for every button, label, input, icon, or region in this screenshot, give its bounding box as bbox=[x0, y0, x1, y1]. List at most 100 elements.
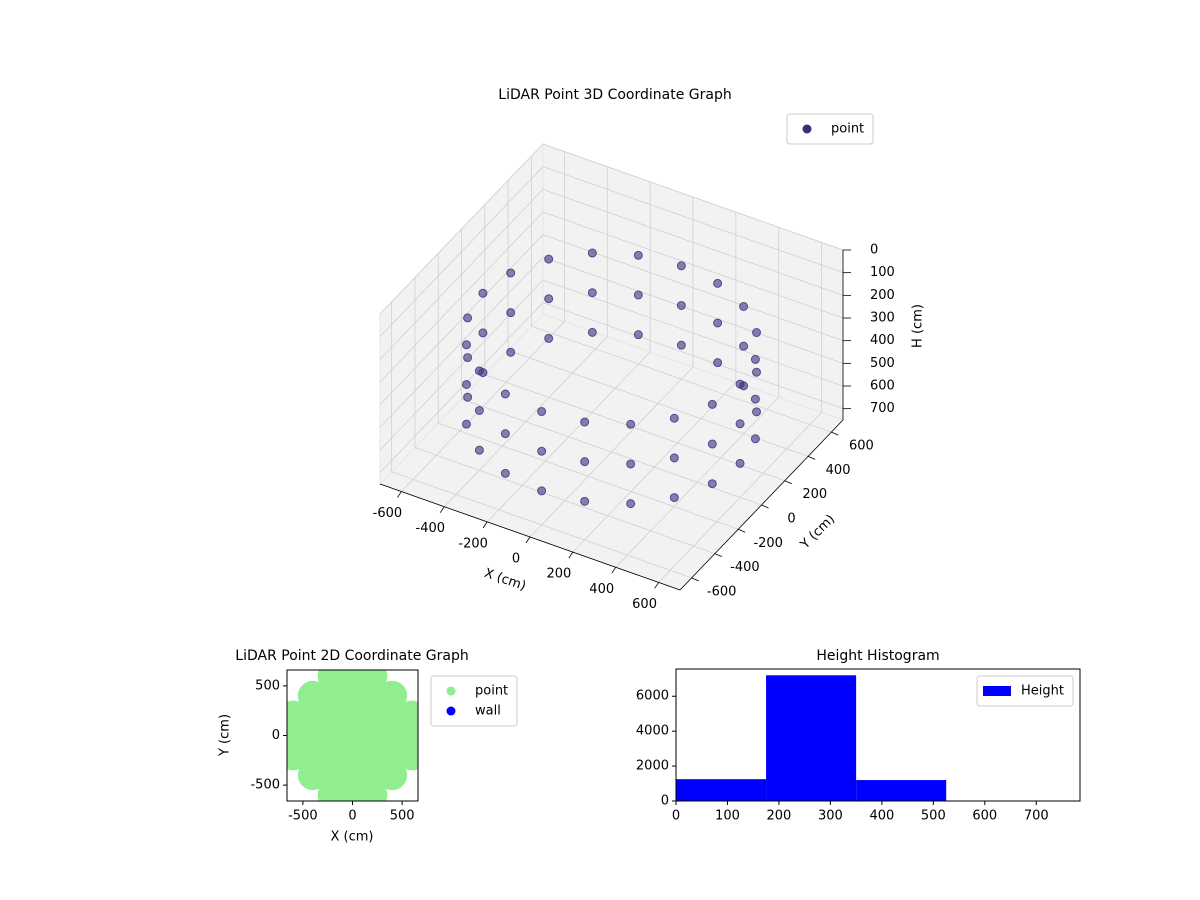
grid-line bbox=[542, 166, 844, 274]
z-tick-label: 0 bbox=[870, 243, 878, 258]
y-tick-label: -500 bbox=[250, 778, 280, 793]
tick-mark bbox=[439, 506, 445, 513]
grid-line bbox=[542, 143, 844, 251]
grid-line bbox=[484, 374, 785, 482]
point-marker bbox=[752, 367, 762, 377]
y-tick-label: 0 bbox=[272, 728, 280, 743]
point-marker bbox=[357, 670, 388, 691]
point-marker bbox=[750, 354, 760, 364]
point-marker bbox=[506, 347, 516, 357]
point-marker bbox=[676, 300, 686, 310]
y-tick-label: 200 bbox=[802, 487, 827, 502]
grid-line bbox=[379, 211, 544, 383]
chart-title: LiDAR Point 3D Coordinate Graph bbox=[498, 87, 731, 103]
legend-label: wall bbox=[475, 704, 501, 719]
point-marker bbox=[474, 405, 484, 415]
point-marker bbox=[587, 248, 597, 258]
point-marker bbox=[544, 333, 554, 343]
point-marker bbox=[463, 313, 473, 323]
grid-line bbox=[379, 234, 544, 405]
point-marker bbox=[580, 457, 590, 467]
y-tick-label: 2000 bbox=[636, 759, 669, 774]
z-axis-label: H (cm) bbox=[911, 304, 926, 348]
point-marker bbox=[537, 407, 547, 417]
z-tick-label: 300 bbox=[870, 311, 895, 326]
point-marker bbox=[750, 394, 760, 404]
bar bbox=[766, 675, 857, 801]
y-tick-label: -200 bbox=[753, 536, 783, 551]
point-marker bbox=[587, 327, 597, 337]
point-marker bbox=[587, 288, 597, 298]
x-tick-label: 0 bbox=[672, 809, 680, 824]
point-marker bbox=[500, 429, 510, 439]
z-tick-label: 700 bbox=[870, 401, 895, 416]
x-tick-label: -500 bbox=[288, 809, 318, 824]
legend-box bbox=[976, 675, 1074, 707]
point-marker bbox=[633, 290, 643, 300]
point-marker bbox=[669, 493, 679, 503]
x-tick-label: 500 bbox=[921, 809, 946, 824]
point-marker bbox=[626, 419, 636, 429]
x-tick-label: 400 bbox=[589, 582, 614, 597]
z-tick-label: 400 bbox=[870, 333, 895, 348]
grid-line bbox=[531, 325, 832, 433]
point-marker bbox=[463, 392, 473, 402]
point-marker bbox=[633, 250, 643, 260]
x-tick-label: 0 bbox=[348, 809, 356, 824]
y-tick-label: 400 bbox=[826, 463, 851, 478]
legend-marker bbox=[446, 706, 456, 716]
tick-mark bbox=[397, 491, 402, 498]
legend-label: point bbox=[475, 684, 508, 699]
point-marker bbox=[713, 318, 723, 328]
tick-mark bbox=[831, 431, 839, 436]
point-marker bbox=[739, 381, 749, 391]
point-marker bbox=[739, 341, 749, 351]
x-tick-label: -200 bbox=[458, 536, 488, 551]
y-tick-label: 0 bbox=[661, 794, 669, 809]
tick-mark bbox=[525, 536, 531, 544]
grid-line bbox=[542, 256, 844, 364]
tick-mark bbox=[738, 528, 746, 533]
axis-line bbox=[679, 419, 844, 591]
x-tick-label: 600 bbox=[632, 597, 657, 612]
point-marker bbox=[500, 468, 510, 478]
tick-mark bbox=[611, 567, 617, 574]
x-tick-label: 400 bbox=[869, 809, 894, 824]
point-marker bbox=[626, 459, 636, 469]
point-marker bbox=[669, 413, 679, 423]
point-marker bbox=[707, 399, 717, 409]
point-marker bbox=[707, 479, 717, 489]
point-marker bbox=[580, 496, 590, 506]
point-marker bbox=[676, 261, 686, 271]
point-marker bbox=[580, 417, 590, 427]
point-marker bbox=[506, 268, 516, 278]
x-tick-label: 500 bbox=[390, 809, 415, 824]
x-tick-label: 200 bbox=[546, 567, 571, 582]
grid-line bbox=[379, 257, 544, 428]
x-tick-label: 200 bbox=[767, 809, 792, 824]
y-tick-label: -600 bbox=[707, 584, 737, 599]
y-tick-label: -400 bbox=[730, 560, 760, 575]
point-marker bbox=[735, 419, 745, 429]
point-marker bbox=[377, 680, 408, 711]
point-marker bbox=[713, 358, 723, 368]
x-axis-label: X (cm) bbox=[482, 566, 528, 594]
point-marker bbox=[633, 330, 643, 340]
axis-line bbox=[379, 483, 681, 591]
grid-line bbox=[542, 188, 844, 296]
point-marker bbox=[463, 353, 473, 363]
point-marker bbox=[626, 499, 636, 509]
grid-line bbox=[542, 279, 844, 387]
z-tick-label: 500 bbox=[870, 356, 895, 371]
x-tick-label: -600 bbox=[373, 506, 403, 521]
point-marker bbox=[676, 340, 686, 350]
tick-mark bbox=[784, 480, 792, 485]
tick-mark bbox=[761, 504, 769, 509]
point-marker bbox=[461, 340, 471, 350]
plot-frame bbox=[675, 668, 1081, 802]
grid-line bbox=[542, 211, 844, 319]
y-tick-label: 6000 bbox=[636, 689, 669, 704]
chart-title: LiDAR Point 2D Coordinate Graph bbox=[235, 648, 468, 664]
grid-line bbox=[379, 302, 544, 473]
